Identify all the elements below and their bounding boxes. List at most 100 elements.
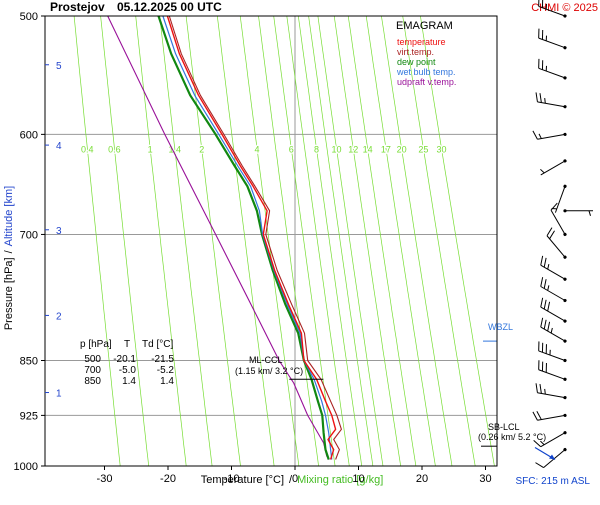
barb-full	[532, 411, 538, 421]
mixing-ratio-label: 4	[254, 144, 259, 154]
mixing-ratio-line	[273, 15, 336, 467]
mixing-ratio-label: 12	[348, 144, 358, 154]
wind-barb	[540, 317, 567, 343]
table-cell: -5.0	[119, 365, 137, 376]
surface-wind-arrow	[534, 446, 556, 461]
barb-station-dot	[563, 277, 567, 281]
barb-station-dot	[563, 448, 567, 452]
x-tick-label: -20	[160, 473, 176, 485]
mixing-ratio-line	[258, 15, 319, 467]
barb-staff	[537, 392, 566, 399]
y-tick-label: 925	[20, 410, 38, 422]
mixing-ratio-label: 1	[148, 144, 153, 154]
x-tick-label: 0	[292, 473, 298, 485]
table-cell: 1.4	[122, 376, 136, 387]
sb-lcl-sub: (0.26 km/ 5.2 °C)	[478, 432, 546, 442]
barb-full	[541, 361, 544, 372]
table-cell: -21.5	[151, 354, 174, 365]
mixing-ratio-line	[402, 15, 476, 467]
wind-barb	[540, 159, 567, 176]
mixing-ratio-line	[216, 15, 275, 467]
plot-frame	[44, 15, 498, 467]
mixing-ratio-label: 25	[418, 144, 428, 154]
mixing-ratio-line	[297, 15, 363, 467]
mixing-ratio-line	[100, 15, 150, 467]
table-header-p: p [hPa]	[80, 339, 112, 350]
barb-staff	[540, 286, 566, 301]
mixing-ratio-line	[135, 15, 187, 467]
barb-full	[540, 255, 544, 266]
barb-staff	[554, 186, 566, 213]
wind-barb	[540, 297, 567, 323]
table-cell: 1.4	[160, 376, 174, 387]
wind-barb	[538, 0, 567, 18]
barb-full	[543, 279, 547, 289]
sounding-table: p [hPa] T Td [°C] 500 -20.1 -21.5 700 -5…	[80, 339, 174, 387]
barb-station-dot	[563, 46, 567, 50]
mixing-ratio-label: 0.4	[81, 144, 94, 154]
barb-full	[536, 410, 542, 420]
altitude-tick-label: 1	[56, 389, 62, 400]
barb-full	[545, 344, 547, 354]
mixing-ratio-label: 17	[381, 144, 391, 154]
barb-station-dot	[563, 159, 567, 163]
series-lines	[107, 15, 342, 460]
table-cell: -5.2	[157, 365, 175, 376]
wind-barb	[535, 383, 567, 400]
mixing-ratio-label: 8	[314, 144, 319, 154]
legend-virt-temp: virt.temp.	[397, 47, 434, 57]
barb-staff	[537, 414, 566, 421]
altitude-tick-label: 4	[56, 141, 62, 152]
mixing-ratio-line	[308, 15, 374, 467]
barb-full	[549, 230, 555, 240]
barb-full	[541, 342, 544, 353]
barb-full	[543, 299, 547, 310]
surface-wind-head	[549, 454, 555, 460]
barb-staff	[537, 133, 566, 140]
barb-full	[545, 362, 547, 373]
barb-station-dot	[563, 209, 567, 213]
barb-station-dot	[563, 396, 567, 400]
barb-half	[540, 440, 545, 446]
barb-staff	[540, 306, 566, 322]
barb-half	[549, 349, 551, 356]
mixing-ratio-line	[317, 15, 384, 467]
barb-half	[588, 210, 591, 216]
barb-station-dot	[563, 132, 567, 136]
barb-full	[540, 297, 544, 308]
barb-station-dot	[563, 232, 567, 236]
legend-temperature: temperature	[397, 37, 446, 47]
mixing-ratio-line	[159, 15, 213, 467]
mixing-ratio-line	[239, 15, 300, 467]
mixing-ratio-line	[365, 15, 436, 467]
barb-full	[535, 462, 544, 469]
barb-staff	[550, 209, 566, 235]
y-tick-label: 850	[20, 355, 38, 367]
annotations	[289, 340, 497, 447]
mixing-ratio-line	[286, 15, 350, 467]
altitude-tick-label: 2	[56, 311, 62, 322]
barb-staff	[540, 432, 566, 448]
barb-station-dot	[563, 298, 567, 303]
barb-full	[541, 29, 544, 40]
barb-station-dot	[563, 319, 567, 323]
barb-full	[532, 130, 538, 140]
legend: EMAGRAM temperature virt.temp. dew point…	[396, 20, 456, 87]
mixing-ratio-line	[420, 15, 495, 467]
barb-station-dot	[563, 431, 567, 435]
barb-full	[547, 301, 551, 312]
y-axis-title: Pressure [hPa]/Altitude [km]	[3, 186, 15, 330]
barb-staff	[540, 326, 566, 342]
barb-full	[535, 383, 538, 393]
barb-full	[540, 277, 544, 287]
wbzl-label: WBZL	[488, 322, 513, 332]
barb-station-dot	[563, 14, 567, 18]
barb-staff	[538, 5, 566, 17]
barb-half	[545, 35, 548, 41]
mixing-ratio-label: 2	[199, 144, 204, 154]
datetime: 05.12.2025 00 UTC	[117, 0, 222, 14]
barb-full	[533, 440, 542, 448]
barb-half	[545, 3, 548, 10]
station-name: Prostejov	[50, 0, 105, 14]
mixing-ratio-label: 30	[436, 144, 446, 154]
